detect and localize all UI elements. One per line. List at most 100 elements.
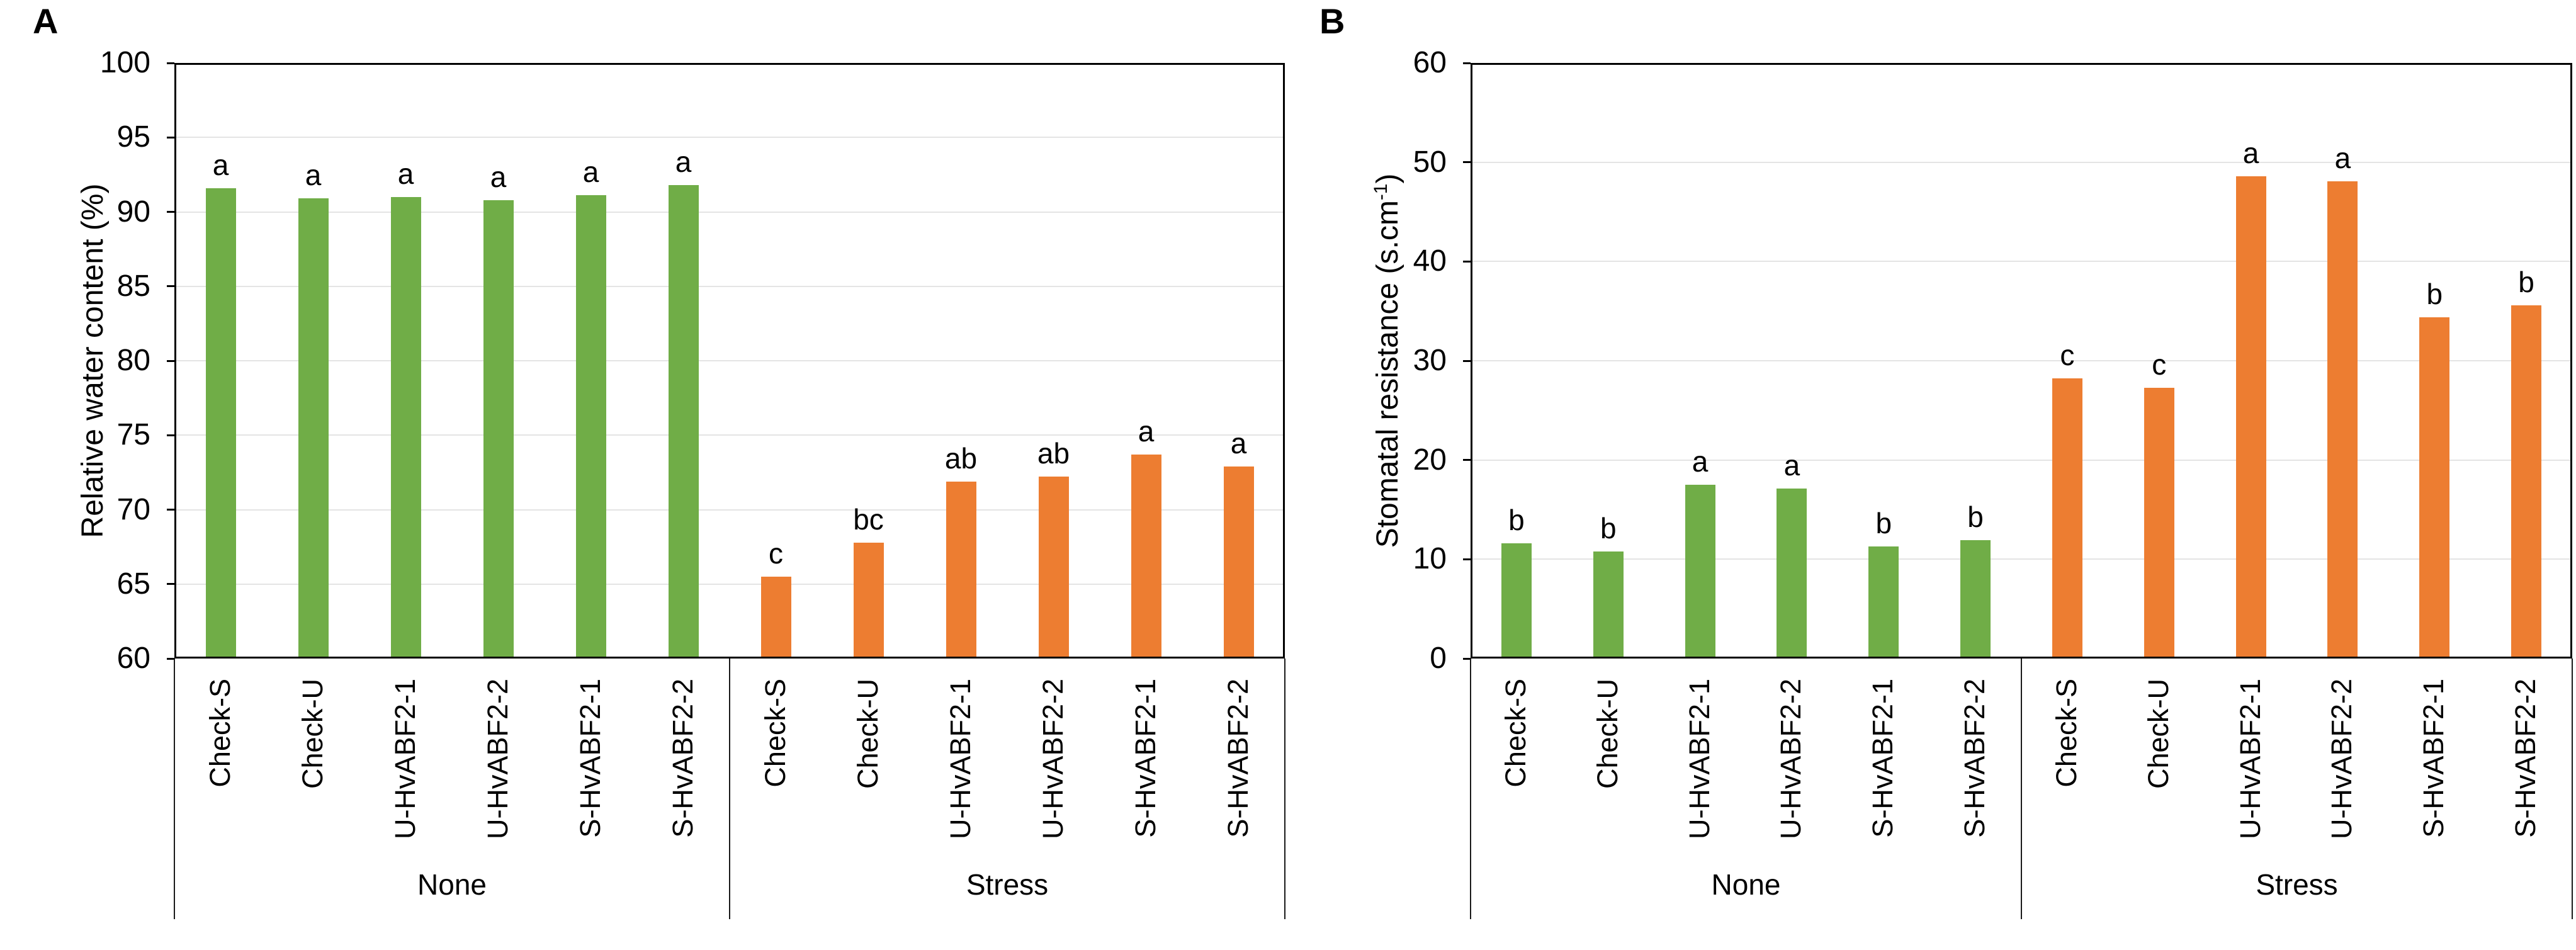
group-divider-line	[1284, 659, 1285, 919]
y-tick-label: 30	[1413, 344, 1447, 377]
category-label: S-HvABF2-1	[573, 679, 606, 838]
gridline	[174, 583, 1285, 585]
significance-letter: a	[675, 145, 692, 178]
bar-none-u-hvabf2-2	[483, 200, 514, 657]
gridline	[174, 360, 1285, 361]
y-tick-mark	[167, 583, 174, 585]
bar-stress-check-u	[2144, 387, 2174, 657]
category-label: S-HvABF2-2	[666, 679, 699, 838]
significance-letter: b	[2426, 277, 2443, 310]
bar-none-s-hvabf2-2	[668, 184, 699, 657]
y-axis-title-superscript: -1	[1370, 183, 1391, 201]
y-tick-label: 80	[116, 344, 150, 377]
y-tick-label: 85	[116, 269, 150, 303]
bar-stress-check-u	[853, 542, 884, 657]
y-axis-title: Relative water content (%)	[76, 183, 110, 538]
y-tick-mark	[1463, 161, 1471, 164]
plot-area	[1471, 63, 2572, 659]
y-tick-label: 10	[1413, 542, 1447, 576]
y-axis-title: Stomatal resistance (s.cm-1)	[1370, 173, 1404, 548]
gridline	[174, 509, 1285, 511]
group-label-stress: Stress	[966, 868, 1049, 901]
gridline	[174, 285, 1285, 287]
y-tick-label: 100	[99, 46, 150, 79]
group-label-stress: Stress	[2256, 868, 2338, 901]
y-axis-title-text: Stomatal resistance (s.cm	[1370, 200, 1404, 548]
y-tick-label: 0	[1430, 642, 1447, 675]
y-tick-mark	[167, 434, 174, 436]
y-tick-mark	[167, 62, 174, 64]
category-label: Check-U	[851, 679, 884, 789]
gridline	[1471, 558, 2572, 560]
y-tick-label: 60	[1413, 46, 1447, 79]
panel-A-letter: A	[33, 1, 59, 41]
category-label: Check-U	[296, 679, 329, 789]
category-label: Check-S	[2050, 679, 2082, 788]
significance-letter: a	[1230, 426, 1247, 460]
significance-letter: b	[1508, 504, 1525, 537]
category-label: Check-U	[2142, 679, 2174, 789]
category-label: U-HvABF2-1	[944, 679, 976, 840]
significance-letter: a	[582, 156, 599, 189]
y-tick-label: 60	[116, 642, 150, 675]
y-axis-title-text: Relative water content (%)	[76, 183, 110, 538]
y-tick-label: 40	[1413, 244, 1447, 278]
significance-letter: c	[769, 536, 783, 570]
bar-stress-u-hvabf2-2	[1038, 477, 1069, 657]
category-label: S-HvABF2-1	[2417, 679, 2450, 838]
y-tick-mark	[167, 136, 174, 139]
y-tick-mark	[167, 359, 174, 362]
gridline	[174, 434, 1285, 436]
bar-none-u-hvabf2-1	[390, 196, 421, 657]
significance-letter: a	[490, 160, 507, 193]
category-label: U-HvABF2-2	[481, 679, 514, 840]
bar-stress-check-s	[2052, 378, 2082, 657]
bar-none-s-hvabf2-1	[575, 195, 606, 657]
y-tick-label: 65	[116, 567, 150, 601]
y-tick-mark	[167, 657, 174, 660]
category-label: S-HvABF2-2	[1958, 679, 1991, 838]
significance-letter: bc	[853, 502, 884, 536]
significance-letter: a	[1138, 414, 1155, 448]
gridline	[174, 137, 1285, 139]
significance-letter: a	[1783, 449, 1800, 482]
gridline	[1471, 161, 2572, 163]
y-tick-label: 50	[1413, 145, 1447, 179]
category-label: Check-S	[203, 679, 236, 788]
bar-none-u-hvabf2-2	[1777, 489, 1807, 657]
category-label: U-HvABF2-2	[1036, 679, 1069, 840]
y-axis-title-text: )	[1370, 173, 1404, 184]
group-label-none: None	[417, 868, 487, 901]
panel-B-letter: B	[1319, 1, 1345, 41]
significance-letter: b	[1875, 506, 1892, 540]
bar-stress-check-s	[760, 576, 791, 657]
significance-letter: a	[305, 159, 322, 192]
gridline	[1471, 261, 2572, 263]
significance-letter: c	[2060, 339, 2075, 372]
y-tick-mark	[1463, 260, 1471, 263]
category-label: Check-S	[759, 679, 791, 788]
group-divider-line	[174, 659, 175, 919]
group-label-none: None	[1711, 868, 1781, 901]
significance-letter: b	[2518, 265, 2534, 298]
y-tick-label: 95	[116, 120, 150, 154]
group-divider-line	[2572, 659, 2573, 919]
significance-letter: c	[2152, 348, 2167, 381]
significance-letter: a	[2334, 141, 2351, 174]
bar-stress-s-hvabf2-2	[1223, 466, 1254, 657]
group-divider-line	[1470, 659, 1471, 919]
y-tick-label: 20	[1413, 443, 1447, 477]
significance-letter: ab	[1037, 437, 1070, 470]
bar-none-s-hvabf2-1	[1868, 546, 1899, 657]
category-label: S-HvABF2-2	[2509, 679, 2542, 838]
y-tick-mark	[1463, 657, 1471, 660]
y-tick-label: 90	[116, 195, 150, 229]
bar-none-s-hvabf2-2	[1960, 540, 1991, 657]
bar-none-check-u	[298, 198, 329, 657]
significance-letter: a	[2242, 136, 2259, 169]
bar-stress-s-hvabf2-2	[2511, 305, 2542, 657]
significance-letter: ab	[944, 441, 978, 475]
significance-letter: a	[1692, 445, 1709, 478]
bar-stress-u-hvabf2-2	[2327, 181, 2358, 657]
